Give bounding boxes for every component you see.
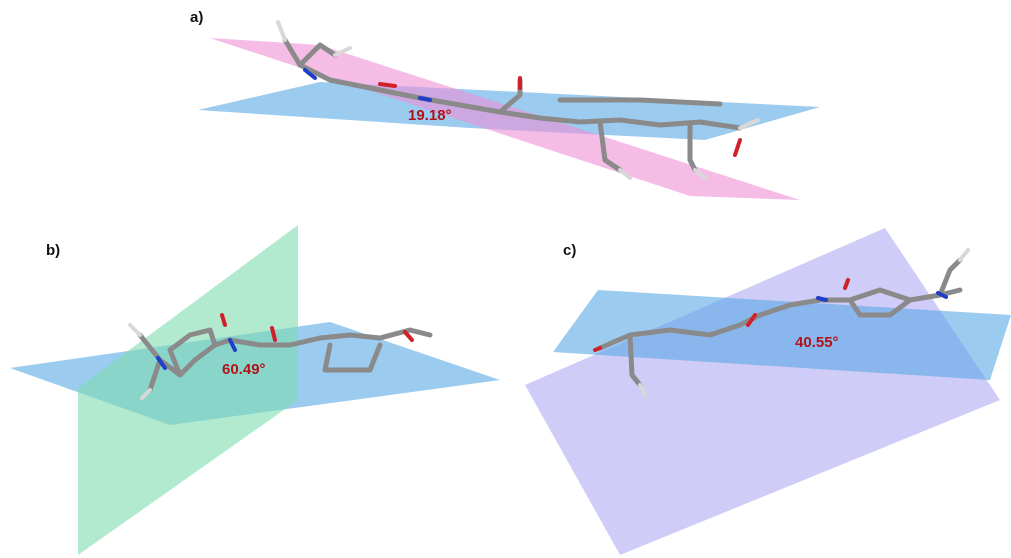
angle-label: 19.18° [408,107,452,124]
panel-label: c) [563,242,576,259]
angle-label: 40.55° [795,334,839,351]
panel-a: a) 19.18° [190,9,820,200]
panel-label: a) [190,9,203,26]
panel-label: b) [46,242,60,259]
plane [78,225,298,555]
panel-b: b) 60.49° [10,225,500,555]
panel-c: c) 40.55° [525,228,1011,555]
plane [525,228,1000,555]
angle-label: 60.49° [222,361,266,378]
figure: a) 19.18° b) 60.49° [0,0,1011,558]
